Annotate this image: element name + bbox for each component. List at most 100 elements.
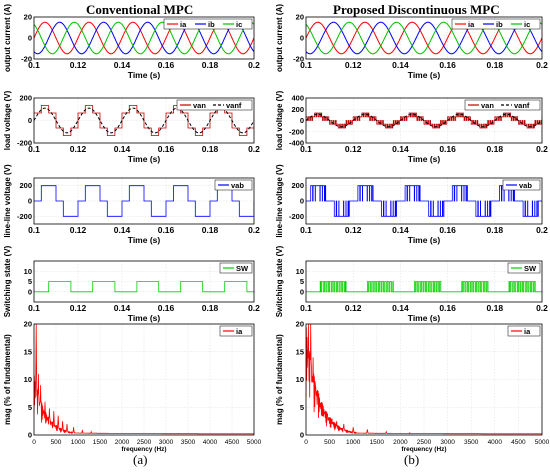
y-tick-label: -400 — [289, 139, 304, 148]
y-axis-label: Switching state (V) — [275, 245, 284, 317]
legend: ia ib ic — [163, 18, 253, 30]
x-tick-label: 5000 — [535, 439, 550, 446]
series-ia — [34, 324, 254, 435]
series-ia — [306, 324, 542, 435]
y-tick-label: 0 — [300, 34, 304, 43]
x-tick-label: 0.18 — [487, 225, 504, 235]
legend-label-van: van — [193, 101, 206, 110]
y-axis-label: mag (% of fundamental) — [3, 334, 12, 425]
series-ib — [34, 21, 254, 55]
legend-label-ic: ic — [524, 20, 530, 29]
x-tick-label: 0.16 — [439, 303, 456, 313]
legend-box — [219, 325, 253, 337]
legend-box — [219, 262, 253, 274]
x-tick-label: 0.18 — [487, 303, 504, 313]
y-tick-label: 0 — [28, 431, 32, 440]
x-tick-label: 0.16 — [158, 144, 175, 154]
y-tick-label: 0 — [300, 197, 304, 206]
y-tick-label: 20 — [296, 320, 304, 329]
series-ic — [306, 21, 542, 55]
legend-label-ib: ib — [496, 20, 503, 29]
x-axis-label: Time (s) — [408, 235, 441, 245]
x-tick-label: 0.2 — [536, 303, 548, 313]
x-tick-label: 500 — [51, 439, 62, 446]
series-vab — [34, 185, 254, 217]
x-tick-label: 0.18 — [202, 303, 219, 313]
y-tick-label: 0 — [28, 287, 32, 296]
x-tick-label: 0.18 — [487, 144, 504, 154]
x-tick-label: 0.14 — [392, 225, 409, 235]
x-tick-label: 2000 — [115, 439, 130, 446]
chart-b-current: 0.1 0.12 0.14 0.16 0.18 0.2 -20 0 20 Time (s) outp… — [275, 4, 548, 80]
legend-label-vanf: vanf — [226, 101, 242, 110]
y-axis-label: mag (% of fundamental) — [275, 334, 284, 425]
y-tick-label: 10 — [24, 267, 32, 276]
x-tick-label: 0.16 — [158, 60, 175, 70]
x-axis-label: frequency (Hz) — [401, 446, 446, 453]
x-tick-label: 0.2 — [536, 144, 548, 154]
panel-label-a: (a) — [133, 452, 148, 467]
x-tick-label: 500 — [324, 439, 335, 446]
axes-frame — [33, 97, 255, 144]
x-tick-label: 0.2 — [248, 144, 260, 154]
y-tick-label: 400 — [291, 94, 304, 103]
y-tick-label: 10 — [296, 375, 304, 384]
x-tick-label: 0.18 — [202, 60, 219, 70]
x-tick-label: 0.18 — [202, 225, 219, 235]
x-axis-label: Time (s) — [408, 154, 441, 164]
series-vanf — [34, 107, 254, 134]
y-tick-label: 15 — [24, 347, 32, 356]
series-SW — [34, 281, 254, 293]
x-tick-label: 0.16 — [158, 225, 175, 235]
legend: SW — [219, 262, 253, 274]
x-tick-label: 3000 — [159, 439, 174, 446]
column-title-proposed: Proposed Discontinuous MPC — [333, 2, 500, 17]
x-tick-label: 0.14 — [114, 303, 131, 313]
legend: van vanf — [464, 99, 541, 111]
x-tick-label: 0.16 — [439, 144, 456, 154]
axes-frame — [305, 177, 543, 225]
x-tick-label: 0.12 — [70, 144, 87, 154]
legend-box — [507, 262, 541, 274]
x-tick-label: 1000 — [71, 439, 86, 446]
x-tick-label: 2500 — [137, 439, 152, 446]
y-tick-label: -200 — [289, 212, 304, 221]
legend-label-SW: SW — [524, 264, 537, 273]
x-tick-label: 0.12 — [70, 225, 87, 235]
legend-box — [507, 325, 541, 337]
x-tick-label: 4000 — [488, 439, 503, 446]
chart-a-current: 0.1 0.12 0.14 0.16 0.18 0.2 -20 0 20 Time (s) outp… — [3, 4, 260, 80]
y-tick-label: 20 — [24, 320, 32, 329]
chart-b-line: 0.1 0.12 0.14 0.16 0.18 0.2 -200 0 200 Time (s) li… — [275, 164, 548, 245]
series-van — [306, 112, 542, 129]
legend: vab — [214, 179, 253, 191]
legend-box — [451, 18, 541, 30]
y-tick-label: 5 — [300, 277, 304, 286]
y-tick-label: 0 — [28, 197, 32, 206]
y-tick-label: 0 — [300, 116, 304, 125]
x-tick-label: 0.14 — [114, 144, 131, 154]
x-tick-label: 0.12 — [70, 60, 87, 70]
series-ic — [34, 21, 254, 55]
x-tick-label: 0.14 — [392, 60, 409, 70]
y-tick-label: 200 — [19, 94, 32, 103]
x-tick-label: 0.2 — [248, 60, 260, 70]
y-tick-label: 200 — [19, 181, 32, 190]
chart-a-load: 0.1 0.12 0.14 0.16 0.18 0.2 -200 0 200 Time (s) lo… — [3, 90, 260, 164]
x-axis-label: Time (s) — [408, 70, 441, 80]
y-tick-label: -200 — [17, 212, 32, 221]
legend-box — [163, 18, 253, 30]
x-tick-label: 0.2 — [248, 303, 260, 313]
legend: van vanf — [176, 99, 253, 111]
axes-frame — [305, 97, 543, 144]
chart-a-line: 0.1 0.12 0.14 0.16 0.18 0.2 -200 0 200 Time (s) li… — [3, 164, 260, 245]
axes-frame — [33, 177, 255, 225]
legend-label-ib: ib — [208, 20, 215, 29]
legend: ia ib ic — [451, 18, 541, 30]
x-tick-label: 4500 — [511, 439, 526, 446]
legend: SW — [507, 262, 541, 274]
x-tick-label: 0.12 — [345, 60, 362, 70]
legend: ia — [507, 325, 541, 337]
y-tick-label: -200 — [17, 139, 32, 148]
